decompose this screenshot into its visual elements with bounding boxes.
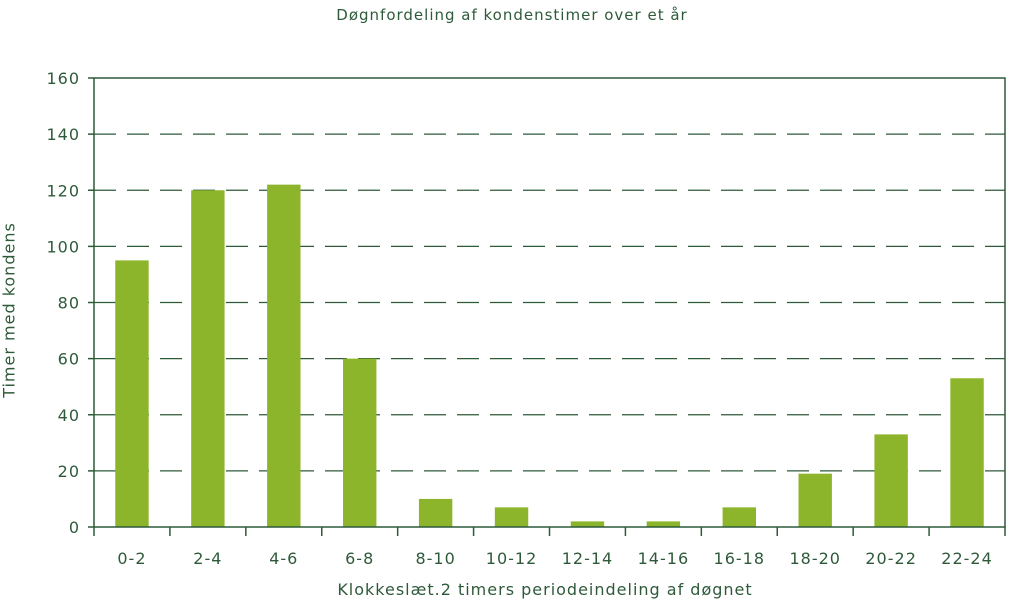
bar	[646, 521, 681, 527]
x-axis-label: Klokkeslæt.2 timers periodeindeling af d…	[337, 580, 753, 599]
bar	[798, 473, 832, 527]
bar	[115, 260, 149, 527]
bar	[950, 378, 984, 527]
x-tick-label: 14-16	[638, 549, 690, 568]
x-tick-label: 6-8	[345, 549, 374, 568]
x-tick-label: 12-14	[562, 549, 614, 568]
y-tick-label: 20	[58, 462, 80, 481]
y-tick-label: 0	[69, 518, 80, 537]
x-tick-label: 20-22	[865, 549, 917, 568]
x-tick-label: 8-10	[415, 549, 455, 568]
x-tick-label: 10-12	[486, 549, 538, 568]
x-tick-label: 4-6	[269, 549, 298, 568]
x-tick-label: 22-24	[941, 549, 993, 568]
bar	[874, 434, 908, 527]
y-tick-label: 40	[58, 406, 80, 425]
x-tick-label: 18-20	[789, 549, 841, 568]
y-tick-label: 120	[46, 181, 80, 200]
bar	[191, 190, 225, 527]
y-tick-label: 60	[58, 350, 80, 369]
y-tick-label: 140	[46, 125, 80, 144]
chart-title: Døgnfordeling af kondenstimer over et år	[336, 6, 688, 24]
bar	[267, 184, 301, 527]
y-tick-label: 100	[46, 237, 80, 256]
x-tick-label: 0-2	[117, 549, 146, 568]
bar	[418, 498, 453, 527]
y-tick-label: 80	[58, 294, 80, 313]
x-tick-label: 16-18	[714, 549, 766, 568]
bar	[494, 507, 529, 527]
x-tick-label: 2-4	[193, 549, 222, 568]
bar	[722, 507, 756, 527]
y-tick-label: 160	[46, 69, 80, 88]
bar	[343, 358, 377, 527]
bar	[570, 521, 605, 527]
